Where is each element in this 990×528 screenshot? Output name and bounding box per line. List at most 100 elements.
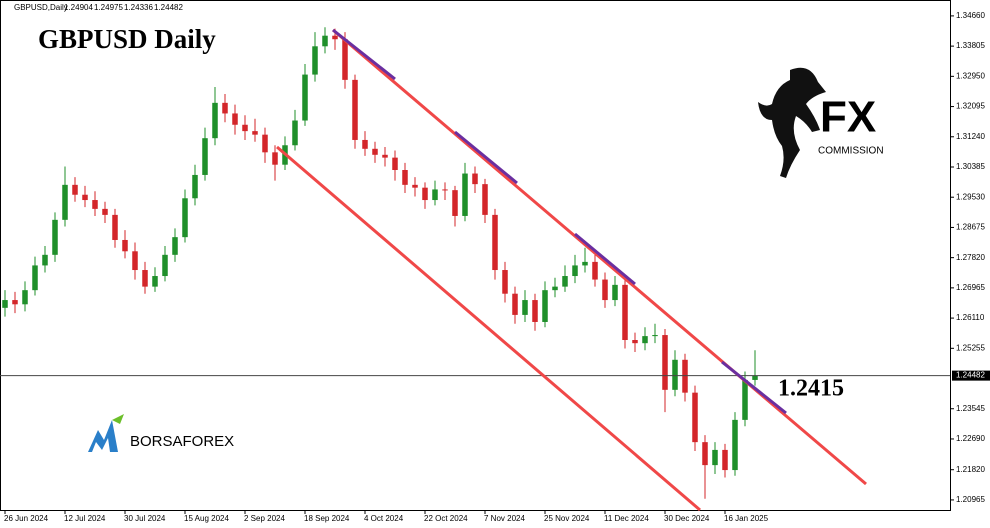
candle-body (332, 35, 338, 40)
y-tick-label: 1.30385 (956, 162, 985, 171)
y-tick-label: 1.22690 (956, 434, 985, 443)
candle-body (342, 39, 348, 80)
x-tick-label: 30 Dec 2024 (664, 514, 710, 523)
candle-body (452, 190, 458, 216)
candle-body (62, 184, 68, 220)
x-tick-label: 25 Nov 2024 (544, 514, 590, 523)
y-tick-label: 1.21820 (956, 465, 985, 474)
candle-body (32, 265, 38, 291)
y-tick-label: 1.34660 (956, 11, 985, 20)
x-tick-label: 11 Dec 2024 (604, 514, 649, 523)
y-tick-label: 1.28675 (956, 223, 985, 232)
candle-body (2, 300, 8, 308)
candle-body (502, 270, 508, 294)
candle-body (232, 113, 238, 125)
candle-body (432, 189, 438, 201)
candle-body (672, 359, 678, 390)
candle-body (12, 300, 18, 305)
candle-body (92, 200, 98, 209)
y-tick-label: 1.29530 (956, 192, 985, 201)
candle-body (152, 276, 158, 287)
chart-title: GBPUSD Daily (38, 24, 216, 54)
x-tick-label: 18 Sep 2024 (304, 514, 350, 523)
candle-body (312, 46, 318, 75)
candle-body (642, 336, 648, 344)
candle-body (622, 284, 628, 340)
candle-body (602, 279, 608, 301)
candle-body (182, 198, 188, 238)
channel-lower (276, 145, 701, 512)
candle-body (692, 392, 698, 443)
channel-upper (332, 28, 867, 486)
x-tick-label: 26 Jun 2024 (4, 514, 49, 523)
candle-body (292, 120, 298, 146)
candle-body (352, 79, 358, 140)
candle-body (192, 174, 198, 199)
candle-body (52, 219, 58, 255)
candle-body (512, 293, 518, 315)
candle-body (542, 290, 548, 322)
y-tick-label: 1.32950 (956, 71, 985, 80)
candle-body (82, 194, 88, 201)
y-tick-label: 1.25255 (956, 343, 985, 352)
candle-body (72, 184, 78, 195)
candle-body (462, 173, 468, 216)
y-tick-label: 1.26110 (956, 313, 985, 322)
candle-body (612, 284, 618, 301)
candle-body (172, 237, 178, 255)
current-price-label: 1.24482 (956, 371, 985, 380)
borsa-arrow (112, 414, 124, 424)
candle-body (262, 134, 268, 153)
touch-segment (332, 28, 396, 81)
candle-body (402, 170, 408, 185)
candle-body (592, 261, 598, 280)
touch-segment (574, 232, 636, 286)
candle-body (682, 359, 688, 393)
borsa-text: BORSAFOREX (130, 433, 234, 450)
x-tick-label: 16 Jan 2025 (724, 514, 769, 523)
candle-body (522, 300, 528, 315)
candle-body (702, 442, 708, 466)
header-symbol: GBPUSD,Daily (14, 3, 68, 12)
candle-body (272, 152, 278, 165)
x-tick-label: 12 Jul 2024 (64, 514, 106, 523)
candle-body (22, 290, 28, 305)
fx-logo: FX COMMISSION (758, 67, 884, 178)
candle-body (572, 265, 578, 277)
header-quote: 1.24975 (94, 3, 123, 12)
candle-body (252, 131, 258, 135)
candle-body (552, 286, 558, 291)
candle-body (362, 139, 368, 149)
candle-body (382, 154, 388, 158)
x-tick-label: 2 Sep 2024 (244, 514, 285, 523)
candle-body (132, 251, 138, 271)
candle-body (632, 340, 638, 344)
candle-body (732, 419, 738, 471)
y-tick-label: 1.33805 (956, 41, 985, 50)
candle-body (712, 449, 718, 466)
candle-body (322, 35, 328, 47)
level-annotation: 1.2415 (778, 376, 844, 402)
candle-body (562, 276, 568, 287)
candle-body (582, 261, 588, 266)
y-tick-label: 1.26965 (956, 283, 985, 292)
borsa-icon (88, 420, 118, 452)
candle-body (662, 335, 668, 390)
candle-body (482, 184, 488, 215)
header-quote: 1.24482 (154, 3, 183, 12)
header-quote: 1.24904 (64, 3, 93, 12)
header-quote: 1.24336 (124, 3, 153, 12)
candle-body (302, 74, 308, 121)
y-tick-label: 1.20965 (956, 495, 985, 504)
x-tick-label: 7 Nov 2024 (484, 514, 525, 523)
fx-subtext: COMMISSION (818, 146, 884, 157)
x-tick-label: 30 Jul 2024 (124, 514, 166, 523)
candle-body (742, 379, 748, 420)
y-tick-label: 1.23545 (956, 404, 985, 413)
x-tick-label: 15 Aug 2024 (184, 514, 229, 523)
candle-body (722, 449, 728, 471)
candle-body (652, 335, 658, 337)
y-tick-label: 1.32095 (956, 102, 985, 111)
x-tick-label: 4 Oct 2024 (364, 514, 404, 523)
